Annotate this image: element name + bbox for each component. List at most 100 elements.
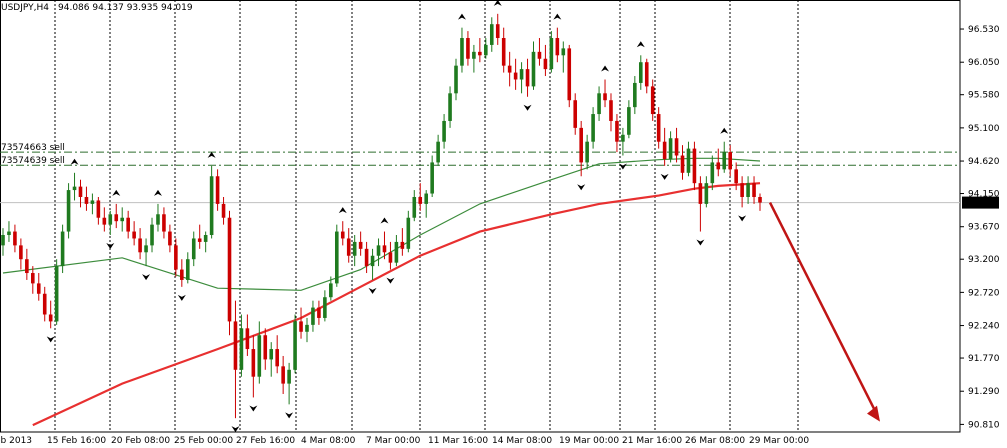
candle-body: [543, 58, 548, 70]
candle: [460, 27, 464, 73]
candle-body: [388, 252, 393, 263]
candle-body: [561, 48, 566, 56]
candle: [293, 314, 297, 374]
candle-body: [150, 224, 154, 246]
time-axis-label: eb 2013: [0, 436, 32, 446]
candle-body: [406, 217, 411, 249]
candle-body: [412, 196, 417, 218]
candle-body: [334, 231, 339, 284]
fractal-down-icon: [249, 405, 258, 412]
time-axis-label: 20 Feb 08:00: [111, 436, 170, 446]
candle: [42, 286, 47, 322]
candle-body: [633, 82, 637, 108]
candle-body: [227, 217, 232, 322]
candle-body: [531, 51, 536, 87]
candle-body: [466, 38, 470, 59]
candle: [609, 93, 613, 132]
candle-body: [25, 259, 29, 274]
candle-body: [370, 255, 375, 267]
candle: [442, 114, 446, 149]
candle-body: [352, 241, 357, 256]
candle: [448, 86, 452, 128]
candle: [7, 221, 11, 242]
candle: [329, 276, 333, 301]
fractal-up-icon: [457, 13, 466, 20]
candle-body: [31, 273, 35, 284]
candle-body: [293, 321, 297, 370]
candle: [704, 176, 709, 208]
candle: [215, 169, 220, 211]
candle-body: [132, 231, 136, 239]
candle: [501, 27, 506, 73]
candle: [299, 307, 303, 339]
candle-body: [644, 62, 649, 87]
candle-body: [621, 134, 625, 142]
candle: [621, 127, 625, 156]
candle: [352, 235, 357, 267]
candle-body: [281, 366, 285, 384]
candle: [597, 86, 601, 121]
candle-body: [662, 141, 667, 159]
candle-body: [716, 162, 721, 170]
time-axis-label: 29 Mar 00:00: [749, 436, 809, 446]
candle: [692, 141, 697, 191]
candle-body: [698, 183, 703, 204]
price-axis-label: 92.720: [968, 288, 1000, 298]
fractal-down-icon: [46, 336, 55, 343]
candle: [603, 79, 607, 108]
chart-ohlc: 94.086 94.137 93.935 94.019: [58, 3, 193, 13]
candle-body: [585, 141, 589, 163]
candle: [257, 321, 262, 384]
price-axis-label: 90.810: [968, 420, 1000, 430]
time-axis-label: 4 Mar 08:00: [301, 436, 356, 446]
candle: [549, 31, 554, 73]
candle: [615, 114, 619, 153]
time-axis-label: 27 Feb 16:00: [236, 436, 295, 446]
candle-body: [120, 217, 125, 222]
price-axis-label: 95.100: [968, 124, 1000, 134]
candle: [638, 55, 643, 90]
candle: [668, 131, 673, 163]
candle-body: [424, 193, 429, 204]
candle-body: [507, 65, 512, 73]
candle-body: [579, 127, 583, 163]
candle: [591, 107, 595, 149]
candle-body: [162, 214, 166, 232]
fractal-down-icon: [177, 294, 186, 301]
candle: [31, 266, 35, 294]
candle: [656, 107, 661, 149]
candle-body: [84, 196, 89, 204]
candle-body: [555, 38, 560, 56]
candle: [156, 203, 160, 232]
candle: [60, 224, 65, 274]
order-label: 73574663 sell: [1, 143, 65, 153]
candle-body: [78, 186, 83, 197]
candle: [644, 58, 649, 94]
candle: [650, 79, 655, 121]
price-axis-label: 94.620: [968, 157, 1000, 167]
candle: [412, 190, 417, 222]
candle-body: [728, 152, 732, 170]
candle-body: [126, 217, 130, 232]
candle: [275, 335, 279, 374]
candle: [138, 228, 142, 260]
candle-body: [376, 245, 381, 256]
candle: [221, 196, 226, 225]
candle: [567, 44, 572, 108]
candle: [555, 27, 560, 63]
candle-body: [746, 183, 750, 197]
candle: [54, 259, 59, 325]
candle: [48, 300, 53, 329]
candle: [197, 224, 202, 249]
candle-body: [418, 196, 423, 204]
candle: [168, 224, 172, 253]
current-price-label: 94.019: [965, 199, 997, 209]
fractal-up-icon: [112, 189, 121, 196]
candle: [489, 17, 494, 52]
fractal-down-icon: [577, 184, 586, 191]
candle: [430, 155, 434, 197]
candle: [144, 238, 148, 267]
candle-body: [400, 241, 405, 249]
time-axis-label: 7 Mar 00:00: [366, 436, 421, 446]
